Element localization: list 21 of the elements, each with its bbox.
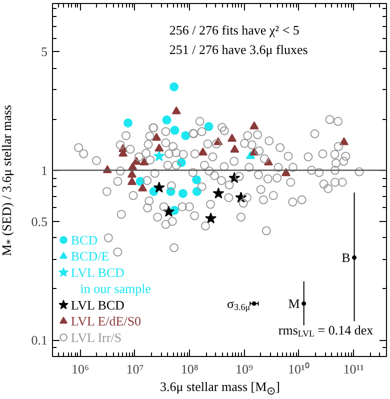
x-tick-label: 10⁷	[126, 362, 144, 376]
legend-label: BCD/E	[70, 248, 110, 264]
x-tick-label: 10¹⁰	[288, 362, 310, 376]
x-axis-title: 3.6μ stellar mass [M$_{⊙}$]	[159, 379, 281, 398]
y-tick-label: 5	[41, 44, 48, 60]
legend-label: LVL Irr/S	[70, 330, 122, 345]
y-tick-label: 0.1	[31, 332, 48, 348]
legend-label: LVL BCD in our sample	[70, 264, 152, 296]
legend-label: LVL BCD	[70, 297, 124, 312]
annotation: 251 / 276 have 3.6μ fluxes	[169, 42, 308, 58]
legend-label: LVL E/dE/S0	[70, 314, 142, 329]
y-tick-label: 0.5	[31, 214, 48, 229]
x-tick-label: 10¹¹	[343, 362, 364, 376]
x-tick-label: 10⁸	[180, 362, 199, 376]
annotation: 256 / 276 fits have χ² < 5	[169, 22, 300, 38]
x-tick-label: 10⁶	[72, 362, 90, 376]
legend-label: BCD	[70, 232, 98, 248]
y-tick-label: 1	[41, 162, 48, 178]
x-tick-label: 10⁹	[236, 362, 254, 376]
annotation: B	[342, 250, 351, 266]
annotation: M	[288, 296, 300, 312]
